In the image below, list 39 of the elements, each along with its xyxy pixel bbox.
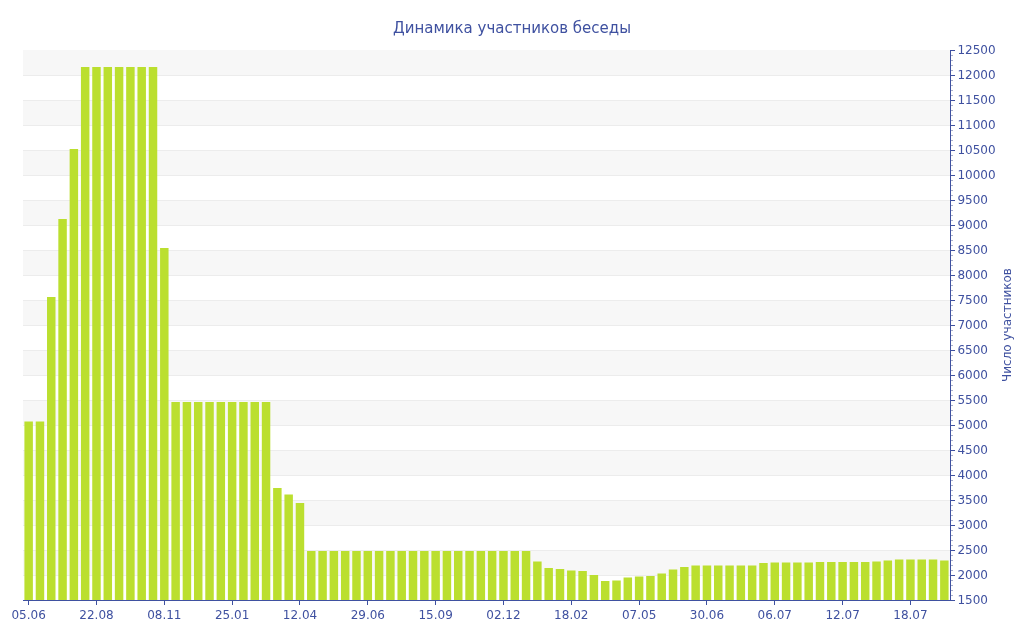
y-tick-label: 7000 [957, 318, 988, 333]
y-tick-label: 5000 [957, 418, 988, 433]
y-tick-label: 1500 [957, 593, 988, 608]
y-tick-label: 3500 [957, 493, 988, 508]
y-tick-label: 12500 [957, 43, 996, 58]
y-tick-label: 9000 [957, 218, 988, 233]
x-tick-label: 12.04 [282, 608, 318, 623]
chart-title: Динамика участников беседы [392, 18, 632, 37]
x-tick-label: 12.07 [825, 608, 860, 623]
y-tick-label: 9500 [957, 193, 988, 208]
y-tick-label: 11000 [957, 118, 996, 133]
x-tick-label: 02.12 [486, 608, 521, 623]
x-tick-label: 25.01 [214, 608, 250, 623]
x-tick-label: 29.06 [350, 608, 385, 623]
y-tick-label: 10500 [957, 143, 996, 158]
y-tick-label: 3000 [957, 518, 988, 533]
y-tick-label: 11500 [957, 93, 996, 108]
y-tick-label: 7500 [957, 293, 988, 308]
y-tick-label: 6000 [957, 368, 988, 383]
y-tick-label: 10000 [957, 168, 996, 183]
y-tick-label: 8000 [957, 268, 988, 283]
y-tick-label: 5500 [957, 393, 988, 408]
x-tick-label: 18.07 [893, 608, 928, 623]
y-tick-label: 2000 [957, 568, 988, 583]
x-tick-label: 05.06 [11, 608, 46, 623]
y-tick-label: 12000 [957, 68, 996, 83]
x-tick-label: 30.06 [689, 608, 725, 623]
y-tick-label: 4000 [957, 468, 988, 483]
x-tick-label: 18.02 [554, 608, 589, 623]
x-tick-label: 08.11 [147, 608, 182, 623]
x-tick-label: 22.08 [79, 608, 114, 623]
y-tick-label: 2500 [957, 543, 988, 558]
x-tick-label: 15.09 [418, 608, 453, 623]
y-tick-label: 8500 [957, 243, 988, 258]
y-tick-label: 6500 [957, 343, 988, 358]
y-axis-title: Число участников [1000, 268, 1015, 382]
x-tick-label: 06.07 [757, 608, 792, 623]
x-tick-label: 07.05 [621, 608, 657, 623]
y-tick-label: 4500 [957, 443, 988, 458]
